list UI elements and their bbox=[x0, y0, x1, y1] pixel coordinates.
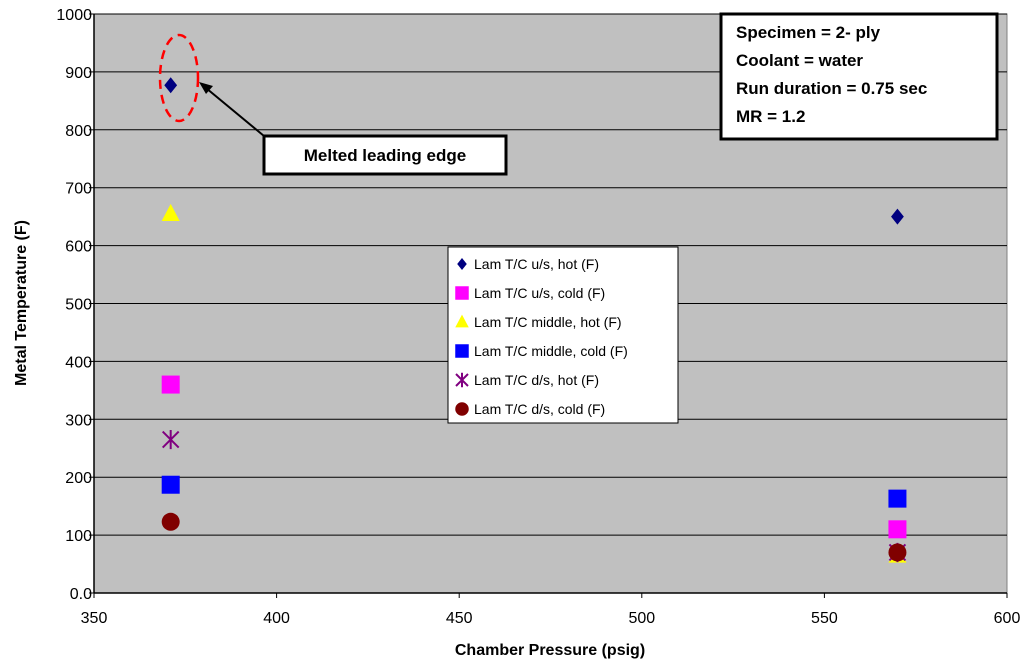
x-axis-ticks: 350 400 450 500 550 600 bbox=[81, 592, 1021, 627]
legend-marker-1 bbox=[455, 286, 469, 300]
callout-arrow-head-icon bbox=[199, 82, 213, 94]
data-point-series1-0 bbox=[161, 375, 180, 394]
callout-arrow-line bbox=[205, 87, 265, 137]
info-line-coolant: Coolant = water bbox=[736, 51, 863, 70]
gridlines bbox=[94, 13, 1007, 536]
legend-marker-5 bbox=[455, 402, 469, 416]
data-point-series5-1 bbox=[888, 543, 907, 562]
legend-label-2: Lam T/C middle, hot (F) bbox=[474, 314, 622, 330]
legend-marker-3 bbox=[455, 344, 469, 358]
x-axis-title: Chamber Pressure (psig) bbox=[455, 642, 645, 659]
x-tick-label: 600 bbox=[994, 610, 1021, 627]
y-tick-label: 500 bbox=[65, 297, 92, 314]
callout-box bbox=[262, 134, 508, 176]
legend-marker-0 bbox=[457, 258, 467, 270]
y-tick-label: 600 bbox=[65, 239, 92, 256]
data-point-series1-1 bbox=[888, 520, 907, 539]
data-point-series4-0 bbox=[161, 429, 180, 450]
data-point-series0-1 bbox=[891, 208, 904, 225]
legend-box bbox=[447, 246, 679, 424]
data-point-series3-0 bbox=[161, 475, 180, 494]
info-line-specimen: Specimen = 2- ply bbox=[736, 23, 881, 42]
data-point-series0-0 bbox=[164, 77, 178, 94]
melted-edge-highlight-ellipse bbox=[158, 33, 200, 123]
info-line-mr: MR = 1.2 bbox=[736, 107, 805, 126]
legend-label-4: Lam T/C d/s, hot (F) bbox=[474, 372, 599, 388]
legend-label-3: Lam T/C middle, cold (F) bbox=[474, 343, 628, 359]
y-tick-label: 800 bbox=[65, 123, 92, 140]
legend-marker-2 bbox=[455, 314, 469, 328]
data-point-series5-0 bbox=[161, 512, 180, 531]
data-points bbox=[161, 77, 907, 563]
y-axis-ticks: 0.0 100 200 300 400 500 600 700 800 900 1000 bbox=[56, 7, 95, 603]
y-tick-label: 100 bbox=[65, 528, 92, 545]
x-tick-label: 550 bbox=[811, 610, 838, 627]
legend-label-5: Lam T/C d/s, cold (F) bbox=[474, 401, 605, 417]
x-tick-label: 500 bbox=[628, 610, 655, 627]
info-box bbox=[719, 12, 999, 141]
y-axis-title: Metal Temperature (F) bbox=[13, 220, 30, 386]
data-point-series3-1 bbox=[888, 489, 907, 508]
legend-marker-4 bbox=[455, 372, 469, 388]
y-tick-label: 200 bbox=[65, 470, 92, 487]
y-tick-label: 1000 bbox=[56, 7, 92, 24]
x-tick-label: 400 bbox=[263, 610, 290, 627]
y-tick-label: 700 bbox=[65, 181, 92, 198]
y-tick-label: 400 bbox=[65, 354, 92, 371]
y-tick-label: 0.0 bbox=[70, 586, 92, 603]
data-point-series2-0 bbox=[161, 203, 180, 221]
info-line-run-duration: Run duration = 0.75 sec bbox=[736, 79, 927, 98]
y-tick-label: 900 bbox=[65, 65, 92, 82]
callout-text: Melted leading edge bbox=[304, 146, 466, 165]
legend: Lam T/C u/s, hot (F) Lam T/C u/s, cold (F… bbox=[455, 256, 628, 417]
y-tick-label: 300 bbox=[65, 412, 92, 429]
x-tick-label: 350 bbox=[81, 610, 108, 627]
x-tick-label: 450 bbox=[446, 610, 473, 627]
legend-label-0: Lam T/C u/s, hot (F) bbox=[474, 256, 599, 272]
legend-label-1: Lam T/C u/s, cold (F) bbox=[474, 285, 605, 301]
